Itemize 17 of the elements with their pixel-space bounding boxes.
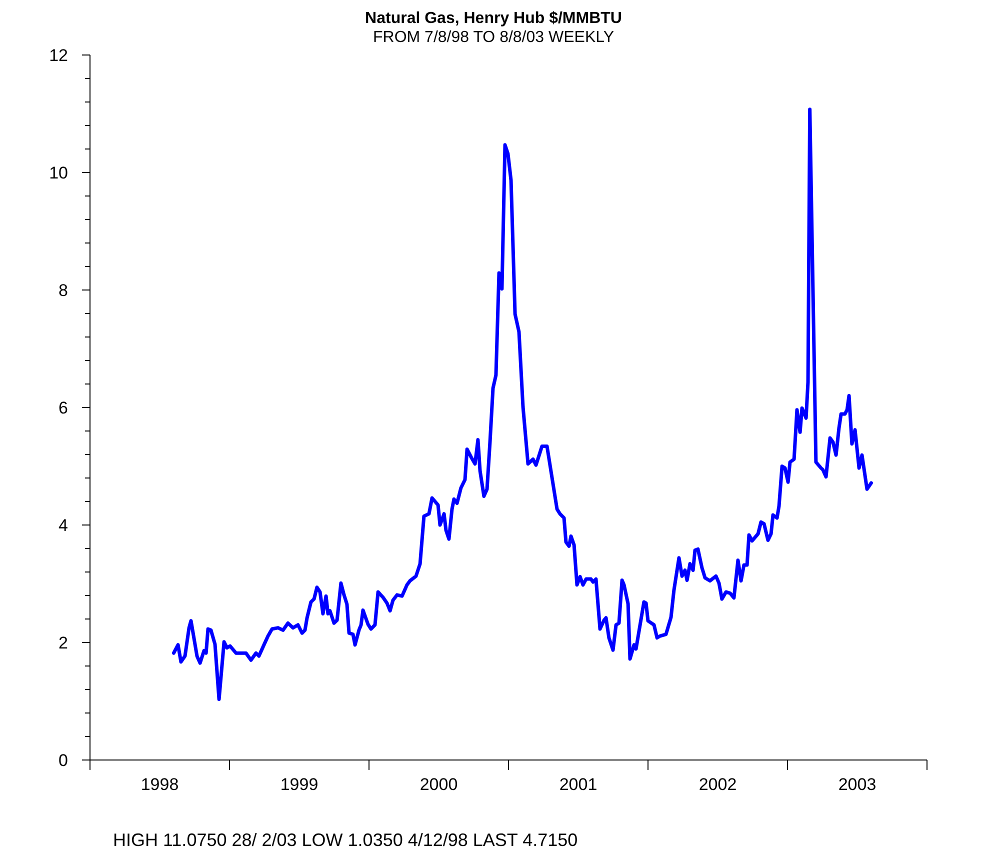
x-tick-label: 2002 [698,775,737,794]
y-tick-label: 4 [58,516,68,535]
x-tick-label: 2000 [420,775,458,794]
y-tick-label: 12 [49,46,68,65]
text: HIGH 11.0750 28/ 2/03 LOW 1.0350 4/12/98 LAST 4.7150 [113,830,578,851]
chart-title: Natural Gas, Henry Hub $/MMBTU [364,10,623,28]
y-tick-label: 10 [49,164,68,182]
x-tick-label: 2001 [559,775,598,794]
y-tick-label: 8 [58,281,68,300]
line-series [172,108,873,701]
y-tick-label: 2 [58,634,68,652]
y-tick-label: 0 [58,751,68,770]
x-tick-label: 1999 [280,775,318,794]
y-tick-label: 6 [58,398,68,418]
x-tick-label: 2003 [838,775,876,794]
chart-subtitle: FROM 7/8/98 TO 8/8/03 WEEKLY [372,29,615,47]
x-tick-label: 1998 [140,775,179,794]
